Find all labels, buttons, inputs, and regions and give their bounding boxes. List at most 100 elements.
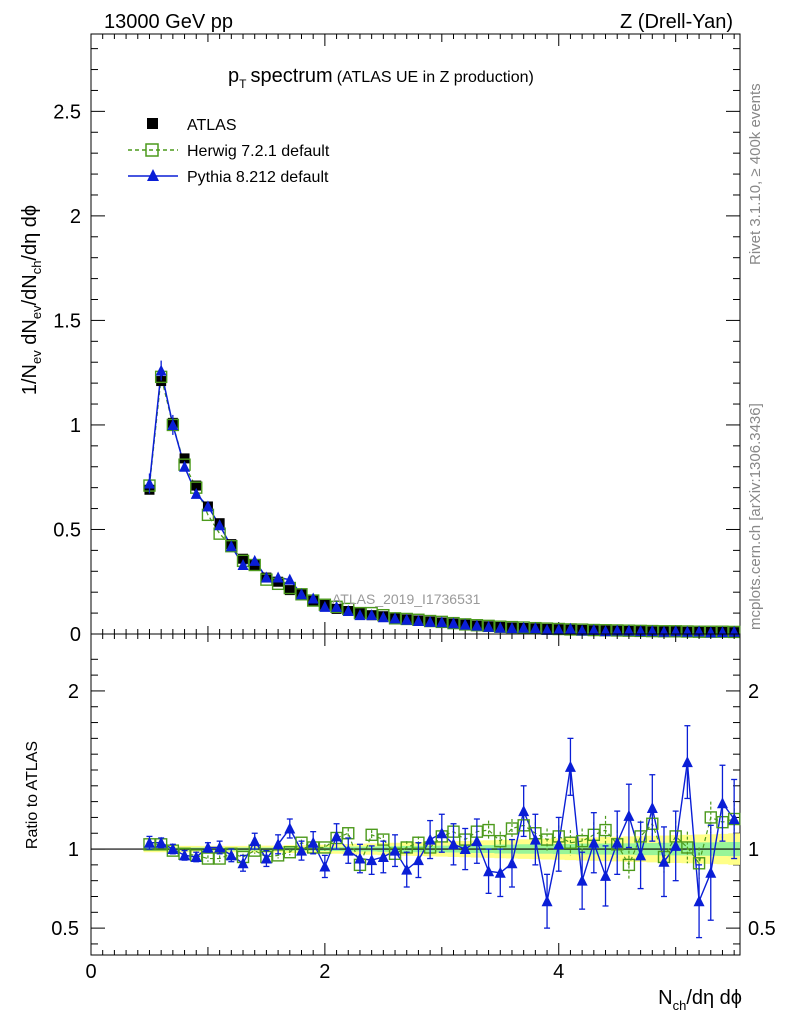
pythia-point [494, 621, 506, 633]
pythia-point [214, 519, 226, 531]
atlas-point [191, 480, 202, 491]
pythia-ratio-point [342, 844, 354, 856]
legend-pythia-marker [147, 169, 159, 181]
pythia-point [237, 559, 249, 571]
pythia-ratio-point [436, 827, 448, 839]
legend-pythia-label: Pythia 8.212 default [187, 169, 329, 186]
ratio-y-tick-label: 0.5 [51, 918, 79, 940]
pythia-point [611, 624, 623, 636]
ratio-y-axis-label: Ratio to ATLAS [24, 741, 41, 849]
pythia-ratio-point [576, 874, 588, 886]
pythia-ratio-point [705, 866, 717, 878]
main-y-tick-label: 1 [70, 415, 81, 437]
pythia-point [143, 477, 155, 489]
atlas-point [284, 585, 295, 596]
mcplots-label: mcplots.cern.ch [arXiv:1306.3436] [747, 403, 764, 630]
main-y-tick-label: 1.5 [53, 310, 81, 332]
ratio-y-tick-label-right: 1 [748, 839, 759, 861]
pythia-ratio-point [366, 854, 378, 866]
atlas-point [238, 553, 249, 564]
pythia-point [600, 625, 612, 637]
pythia-ratio-point [412, 854, 424, 866]
pythia-point [471, 619, 483, 631]
x-tick-label: 4 [553, 961, 564, 983]
pythia-point [459, 618, 471, 630]
pythia-ratio-point [319, 860, 331, 872]
energy-label: 13000 GeV pp [104, 11, 233, 33]
pythia-point [448, 617, 460, 629]
herwig-ratio-point [622, 858, 636, 872]
ratio-y-tick-label: 1 [68, 839, 79, 861]
pythia-ratio-point [354, 852, 366, 864]
pythia-ratio-point [143, 836, 155, 848]
pythia-ratio-point [716, 797, 728, 809]
x-axis-label: Nch/dη dϕ [658, 987, 742, 1013]
pythia-point [506, 622, 518, 634]
pythia-point [202, 500, 214, 512]
pythia-point [167, 418, 179, 430]
pythia-ratio-point [307, 836, 319, 848]
pythia-point [249, 554, 261, 566]
pythia-point [389, 612, 401, 624]
legend-atlas-label: ATLAS [187, 117, 237, 134]
pythia-ratio-point [190, 850, 202, 862]
pythia-ratio-point [179, 849, 191, 861]
herwig-ratio-point [494, 834, 507, 848]
pythia-point [401, 613, 413, 625]
main-y-tick-label: 2.5 [53, 101, 81, 123]
pythia-ratio-point [623, 809, 635, 821]
title-sub: T [239, 77, 247, 91]
ratio-y-tick-label-right: 0.5 [748, 918, 776, 940]
title-main: p [228, 65, 239, 87]
pythia-ratio-point [681, 756, 693, 768]
pythia-ratio-point [448, 838, 460, 850]
legend: ATLAS Herwig 7.2.1 default Pythia 8.212 … [128, 117, 330, 186]
pythia-ratio-point [611, 836, 623, 848]
pythia-ratio-point [377, 850, 389, 862]
pythia-point [295, 588, 307, 600]
main-y-tick-label: 2 [70, 206, 81, 228]
pythia-point [576, 624, 588, 636]
pythia-ratio-point [518, 805, 530, 817]
pythia-point [483, 620, 495, 632]
pythia-ratio-point [588, 836, 600, 848]
pythia-point [377, 611, 389, 623]
pythia-point [342, 605, 354, 617]
herwig-ratio-point [599, 823, 612, 837]
pythia-point [541, 623, 553, 635]
main-y-tick-label: 0 [70, 624, 81, 646]
pythia-ratio-point [272, 838, 284, 850]
pythia-point [307, 592, 319, 604]
pythia-ratio-point [295, 844, 307, 856]
pythia-point [179, 460, 191, 472]
pythia-point [436, 616, 448, 628]
pythia-point [623, 624, 635, 636]
pythia-ratio-point [459, 843, 471, 855]
pythia-ratio-point [202, 841, 214, 853]
pythia-point [284, 573, 296, 585]
pythia-point [553, 623, 565, 635]
title-tail: spectrum [250, 65, 332, 87]
pythia-ratio-point [564, 760, 576, 772]
herwig-ratio-point [482, 823, 495, 837]
pythia-point [225, 540, 237, 552]
herwig-ratio-point [318, 841, 332, 854]
pythia-point [518, 621, 530, 633]
pythia-point [331, 600, 343, 612]
pythia-point [272, 571, 284, 583]
ratio-panel: 0 2 4 0.5 0.5 1 1 2 2 [51, 633, 776, 983]
pythia-ratio-point [483, 865, 495, 877]
pythia-point [588, 624, 600, 636]
herwig-ratio-point [283, 846, 296, 859]
process-label: Z (Drell-Yan) [620, 11, 733, 33]
pythia-ratio-point [670, 839, 682, 851]
pythia-ratio-point [635, 849, 647, 861]
pythia-point [412, 615, 424, 627]
pythia-point [635, 625, 647, 637]
rivet-label: Rivet 3.1.10, ≥ 400k events [747, 83, 764, 265]
analysis-watermark: ATLAS_2019_I1736531 [332, 591, 481, 607]
legend-herwig-label: Herwig 7.2.1 default [187, 143, 330, 160]
pythia-ratio-point [646, 801, 658, 813]
pythia-ratio-point [225, 849, 237, 861]
plot-title: pT spectrum (ATLAS UE in Z production) [228, 65, 534, 91]
